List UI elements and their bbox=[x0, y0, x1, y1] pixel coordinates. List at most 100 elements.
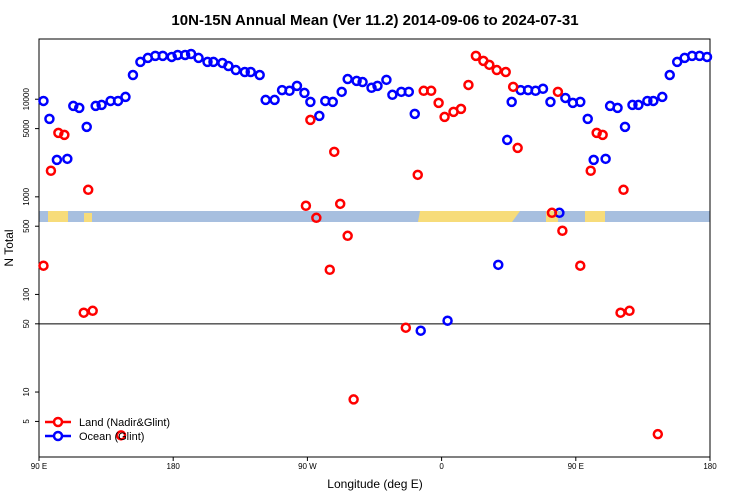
point bbox=[112, 95, 124, 107]
point bbox=[166, 51, 177, 63]
point bbox=[463, 79, 474, 91]
y-tick-label: 5000 bbox=[22, 119, 31, 137]
point bbox=[366, 82, 377, 94]
point bbox=[78, 307, 89, 318]
point bbox=[239, 66, 251, 78]
point bbox=[51, 154, 63, 166]
point bbox=[328, 146, 340, 158]
y-tick-label: 1000 bbox=[22, 187, 31, 205]
point bbox=[372, 80, 383, 92]
point bbox=[400, 322, 412, 333]
point bbox=[185, 48, 197, 60]
point bbox=[291, 80, 303, 92]
point bbox=[314, 110, 325, 122]
point bbox=[588, 154, 599, 166]
chart-title: 10N-15N Annual Mean (Ver 11.2) 2014-09-0… bbox=[171, 12, 578, 29]
point bbox=[120, 91, 131, 103]
point bbox=[245, 66, 256, 78]
point bbox=[305, 96, 316, 108]
point bbox=[557, 225, 568, 237]
point bbox=[439, 111, 450, 123]
point bbox=[652, 428, 664, 440]
point bbox=[342, 230, 353, 242]
point bbox=[62, 153, 73, 165]
point bbox=[342, 73, 353, 85]
point bbox=[409, 108, 421, 120]
point bbox=[442, 315, 453, 326]
y-tick-label: 10000 bbox=[22, 88, 31, 111]
point bbox=[82, 184, 94, 196]
x-tick-label: 90 E bbox=[568, 462, 584, 471]
x-axis-label: Longitude (deg E) bbox=[327, 477, 422, 491]
point bbox=[642, 95, 653, 107]
point bbox=[135, 56, 146, 68]
point bbox=[618, 184, 629, 196]
point bbox=[348, 394, 359, 405]
x-tick-label: 90 E bbox=[31, 462, 47, 471]
legend-label: Ocean (Glint) bbox=[79, 431, 144, 443]
point bbox=[501, 134, 513, 146]
legend-label: Land (Nadir&Glint) bbox=[79, 417, 170, 429]
map-strip bbox=[39, 211, 710, 222]
point bbox=[546, 207, 558, 219]
point bbox=[415, 325, 426, 336]
point bbox=[115, 430, 127, 441]
point bbox=[585, 165, 596, 177]
point bbox=[74, 102, 85, 114]
point bbox=[284, 85, 295, 97]
y-tick-label: 500 bbox=[22, 219, 31, 233]
point bbox=[300, 200, 312, 212]
point bbox=[506, 96, 517, 108]
point bbox=[664, 69, 675, 81]
point bbox=[81, 121, 92, 133]
point bbox=[491, 64, 503, 76]
point bbox=[591, 127, 602, 139]
point bbox=[90, 100, 101, 112]
point bbox=[223, 60, 234, 72]
point bbox=[425, 85, 437, 97]
x-tick-label: 180 bbox=[703, 462, 717, 471]
point bbox=[560, 92, 571, 104]
point bbox=[615, 307, 626, 318]
point bbox=[493, 259, 504, 271]
point bbox=[44, 113, 55, 125]
point bbox=[484, 59, 495, 71]
point bbox=[633, 99, 644, 111]
point bbox=[433, 97, 444, 109]
x-tick-label: 0 bbox=[439, 462, 444, 471]
point bbox=[507, 81, 519, 93]
y-tick-label: 5 bbox=[22, 419, 31, 424]
point bbox=[357, 76, 368, 88]
point bbox=[351, 75, 362, 87]
point bbox=[53, 127, 64, 139]
x-tick-label: 180 bbox=[167, 462, 181, 471]
point bbox=[575, 96, 586, 108]
point bbox=[624, 305, 635, 317]
point bbox=[179, 49, 191, 61]
point bbox=[545, 96, 556, 108]
point bbox=[381, 74, 392, 86]
point bbox=[500, 66, 511, 78]
point bbox=[412, 169, 423, 181]
point bbox=[269, 94, 280, 106]
x-tick-label: 90 W bbox=[298, 462, 317, 471]
point bbox=[311, 212, 322, 224]
y-tick-label: 100 bbox=[22, 287, 31, 301]
point bbox=[701, 51, 713, 63]
legend-marker bbox=[52, 430, 64, 442]
point bbox=[671, 56, 683, 68]
point bbox=[230, 64, 242, 76]
point bbox=[512, 142, 523, 154]
point bbox=[299, 87, 310, 99]
point bbox=[68, 100, 79, 112]
point bbox=[619, 121, 631, 133]
point bbox=[552, 86, 564, 98]
point bbox=[59, 129, 70, 141]
point bbox=[627, 99, 638, 111]
point bbox=[87, 305, 98, 317]
y-axis-label: N Total bbox=[2, 229, 16, 266]
point bbox=[38, 260, 49, 271]
point bbox=[537, 83, 549, 95]
point bbox=[612, 102, 623, 114]
